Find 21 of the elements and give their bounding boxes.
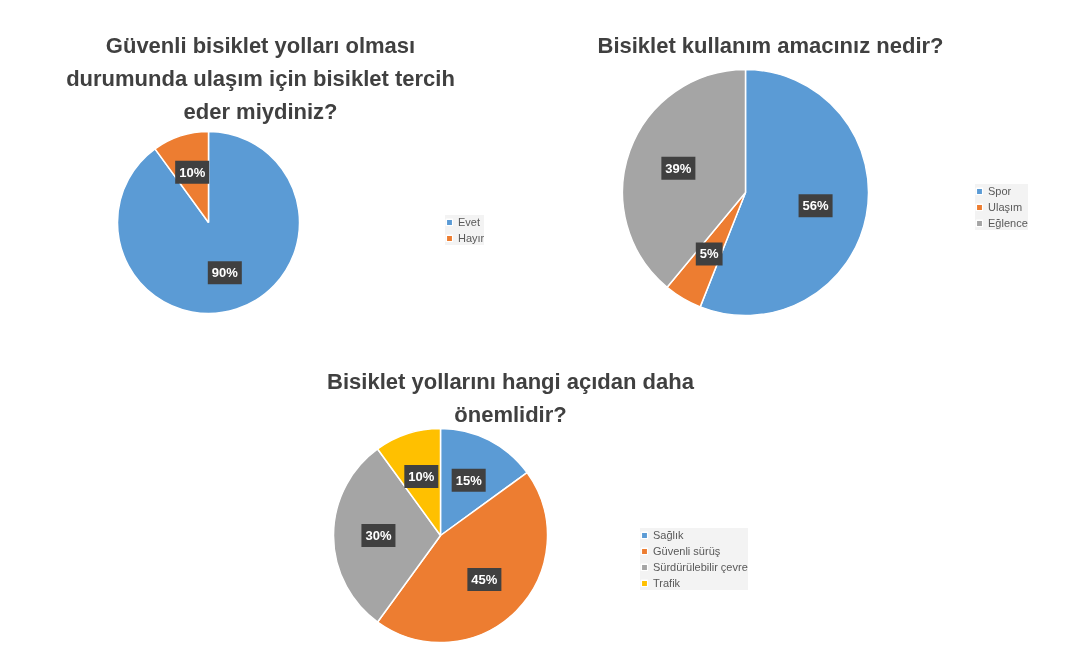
data-label: 15% <box>455 472 483 488</box>
legend-label: Spor <box>988 184 1012 198</box>
legend-label: Hayır <box>458 231 485 245</box>
data-label: 45% <box>471 571 498 587</box>
chart-title: Bisiklet kullanım amacınız nedir? <box>597 32 944 58</box>
chart-title: Güvenli bisiklet yolları olması durumunda ulaşım için bisiklet tercih eder miydiniz? <box>66 32 455 124</box>
data-label: 56% <box>802 198 830 214</box>
legend-label: Evet <box>458 215 481 229</box>
legend-label: Sürdürülebilir çevre <box>653 560 748 574</box>
legend-label: Ulaşım <box>988 200 1023 214</box>
legend-label: Eğlence <box>988 216 1028 230</box>
chart-title: Bisiklet yollarını hangi açıdan daha önemlidir? <box>327 368 695 427</box>
data-label: 5% <box>699 246 720 262</box>
data-label: 30% <box>365 528 392 543</box>
data-label: 90% <box>211 265 239 281</box>
legend-label: Sağlık <box>653 528 684 542</box>
data-label: 10% <box>408 468 435 484</box>
legend-label: Güvenli sürüş <box>653 544 721 558</box>
data-label: 39% <box>665 160 692 176</box>
data-label: 10% <box>179 164 206 180</box>
legend-label: Trafik <box>653 576 681 590</box>
